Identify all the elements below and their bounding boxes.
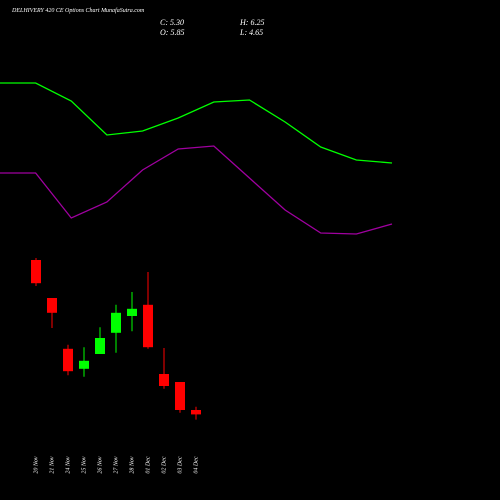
x-tick-label: 25 Nov [81,456,87,474]
candle-body [143,304,153,348]
x-tick-label: 28 Nov [129,456,135,474]
candle-body [63,348,73,372]
x-tick-label: 03 Dec [177,456,183,473]
x-tick-label: 21 Nov [49,456,55,474]
candle-body [175,382,185,410]
info-low: L: 4.65 [239,28,263,37]
candle-body [95,338,105,354]
candle-body [159,374,169,386]
x-tick-label: 20 Nov [33,456,39,474]
candle-body [191,410,201,415]
candle-body [31,260,41,284]
x-tick-label: 26 Nov [97,456,103,474]
line-series [0,145,393,235]
info-close: C: 5.30 [160,18,184,27]
candle-body [79,360,89,369]
info-high: H: 6.25 [239,18,264,27]
candle-body [127,308,137,316]
candle-body [111,312,121,333]
info-open: O: 5.85 [160,28,184,37]
line-series [0,82,393,164]
chart-title: DELHIVERY 420 CE Options Chart MunafaSut… [11,7,145,14]
x-tick-label: 02 Dec [161,456,167,473]
x-tick-label: 04 Dec [192,456,199,473]
x-tick-label: 24 Nov [64,456,71,474]
candle-body [47,298,57,313]
x-tick-label: 27 Nov [113,456,119,474]
x-tick-label: 01 Dec [145,456,151,473]
